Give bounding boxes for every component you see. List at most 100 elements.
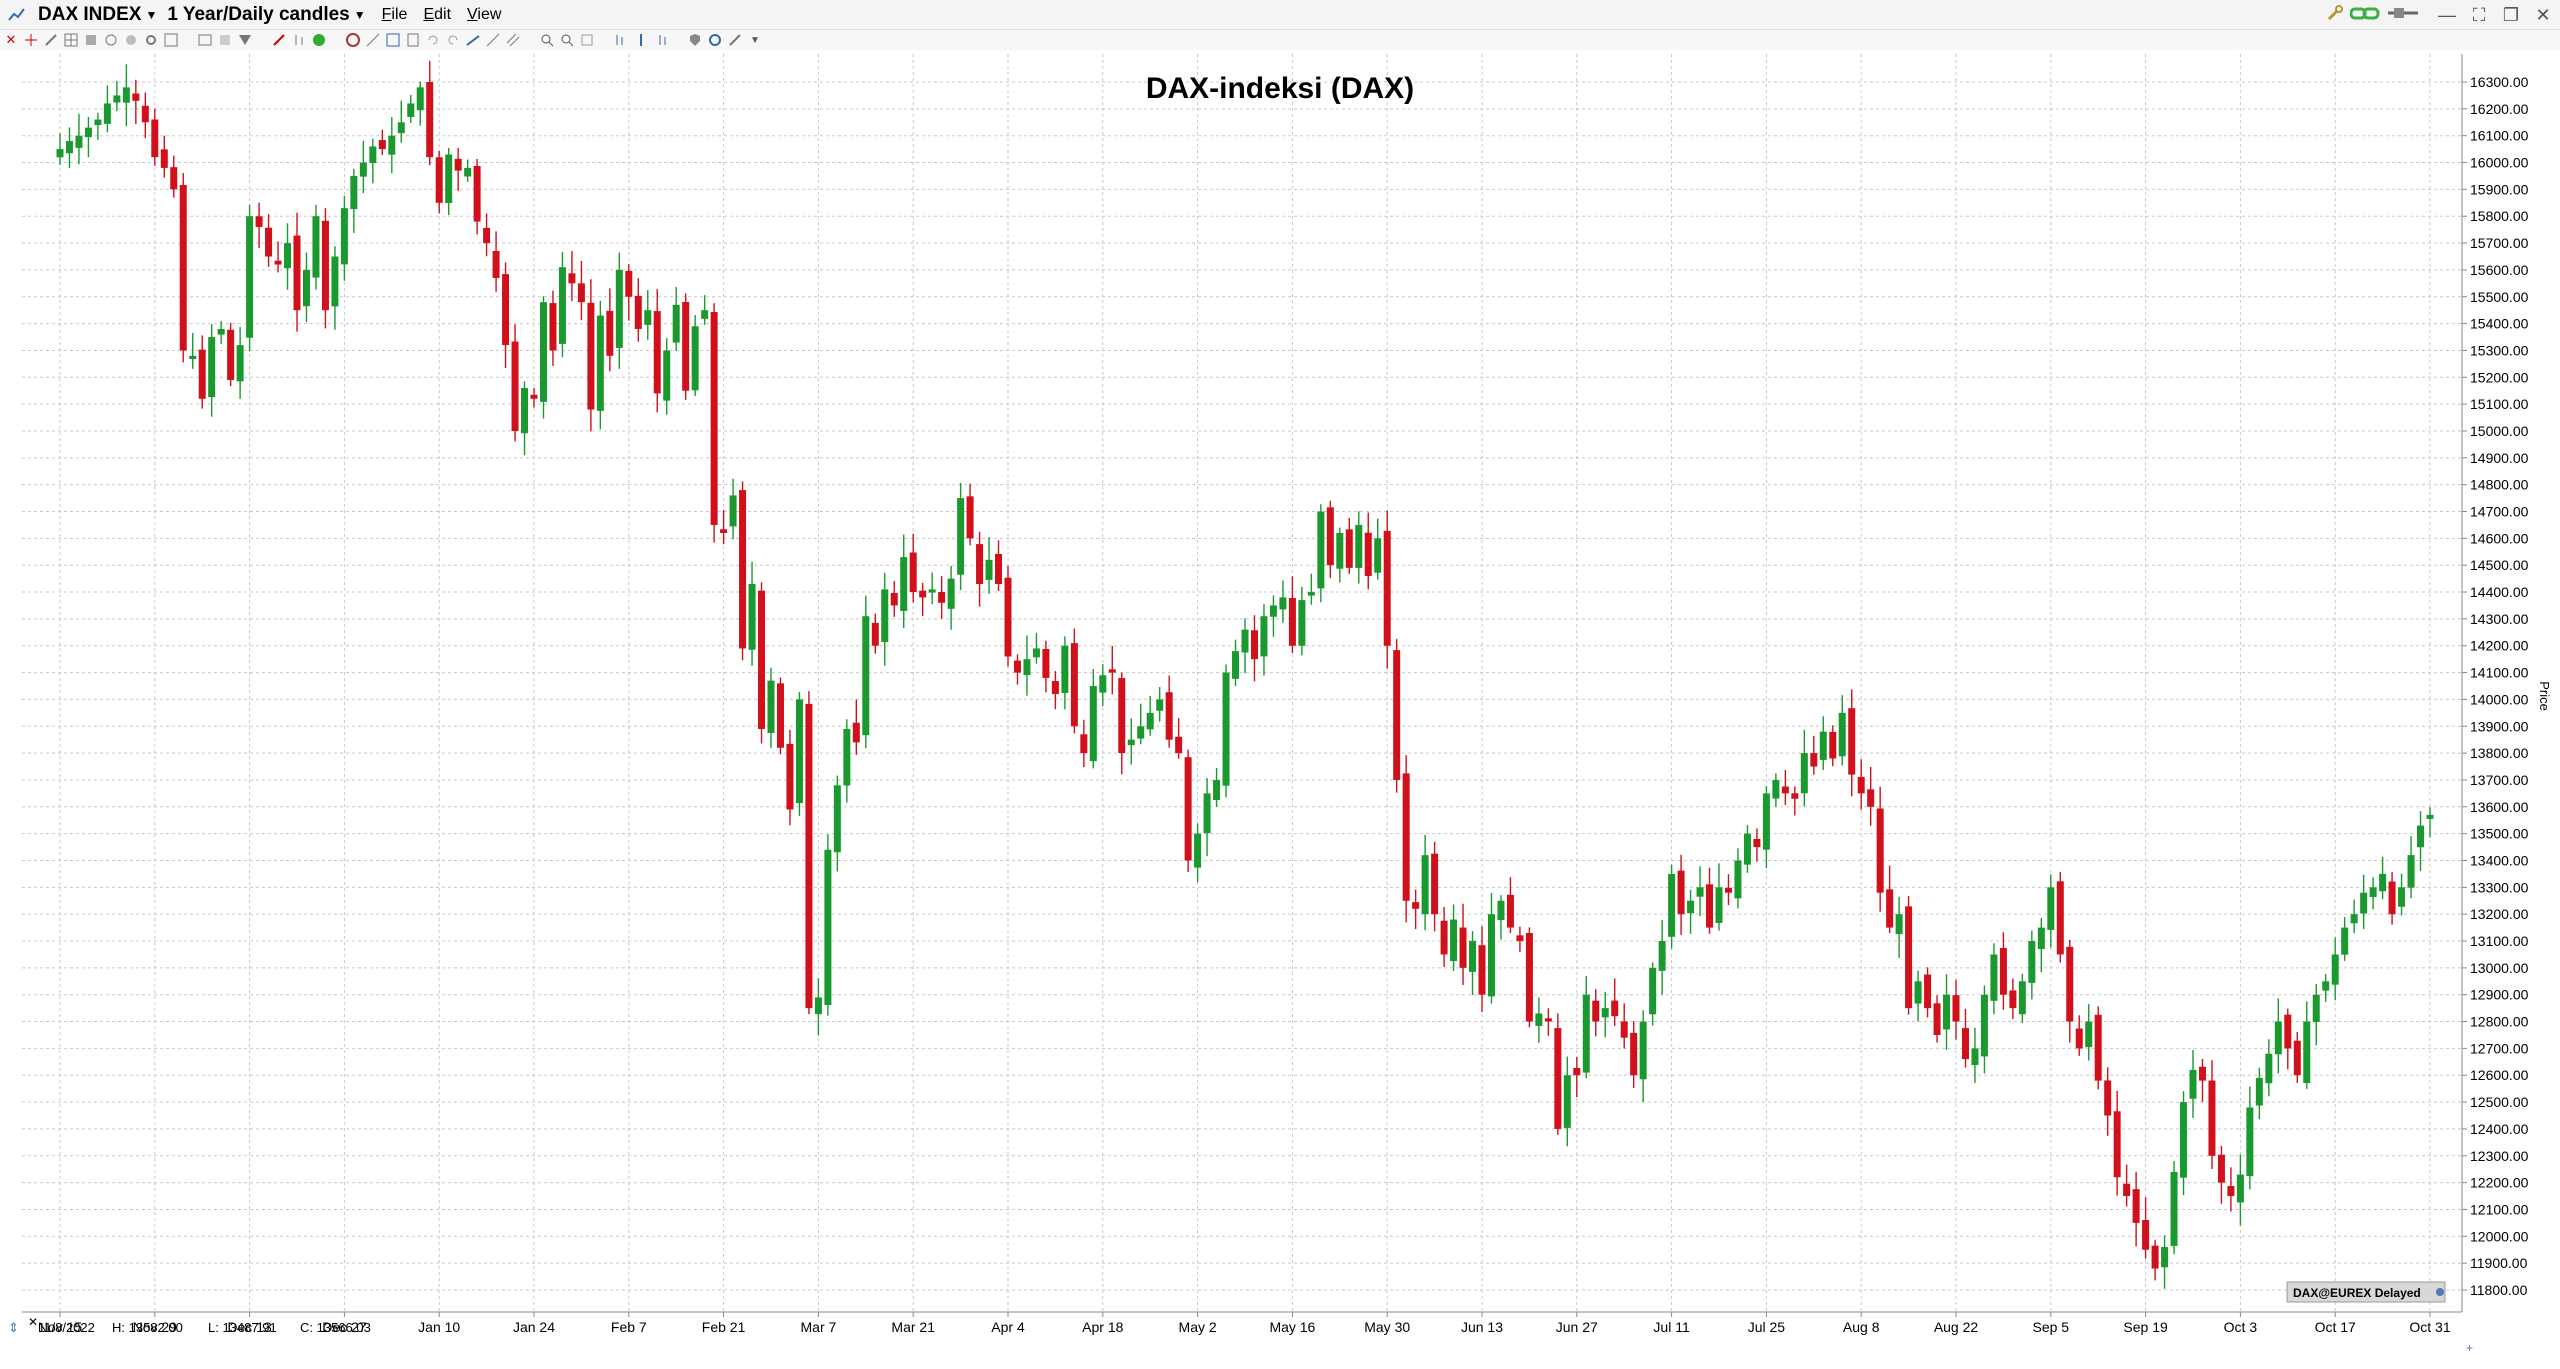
menu-file[interactable]: File [381,5,408,23]
candle-body [1013,660,1021,673]
candle-body [2322,981,2330,991]
y-tick-label: 15200.00 [2470,369,2529,385]
eye-icon[interactable] [104,33,118,47]
candle-body [748,583,756,650]
trendline-icon[interactable] [466,33,480,47]
image-icon[interactable] [198,33,212,47]
candle-body [1800,753,1808,794]
y-tick-label: 12900.00 [2470,987,2529,1003]
candle-body [1630,1032,1638,1076]
candle-body [388,135,396,155]
candle-body [1819,731,1827,760]
layers-icon[interactable] [84,33,98,47]
target-icon[interactable] [346,33,360,47]
channel-icon[interactable] [506,33,520,47]
grid-small-icon[interactable] [164,33,178,47]
add-icon[interactable] [312,33,326,47]
close-icon[interactable]: ✕ [2535,4,2551,25]
candle-body [2426,814,2434,819]
undo-icon[interactable] [426,33,440,47]
candle-body [369,146,377,164]
candle-body [2170,1171,2178,1246]
period-dropdown[interactable]: 1 Year/Daily candles ▼ [167,4,365,26]
menu-view[interactable]: View [467,5,502,23]
candle-body [1516,935,1524,942]
candle-body [1118,677,1126,754]
shield-icon[interactable] [688,33,702,47]
candle-body [1487,914,1495,997]
candle-body [1857,776,1865,794]
grid-icon[interactable] [64,33,78,47]
ray-icon[interactable] [486,33,500,47]
candle-body [1146,712,1154,730]
chart-area[interactable]: 11800.00 11900.00 12000.00 12100.00 12200.00… [0,50,2560,1369]
link-icon[interactable] [2349,4,2380,27]
redo-icon[interactable] [446,33,460,47]
y-tick-label: 15300.00 [2470,342,2529,358]
candle-body [1611,1000,1619,1017]
info-icon[interactable] [2436,1288,2444,1296]
more-icon[interactable]: ▼ [750,34,760,46]
wrench-icon[interactable] [2326,4,2344,27]
pin-icon[interactable] [2386,4,2420,27]
candle-body [1080,734,1088,754]
filter-icon[interactable] [238,33,252,47]
candle-body [2028,941,2036,983]
candle-body [236,345,244,382]
pencil-icon[interactable] [44,33,58,47]
bars-icon[interactable] [292,33,306,47]
circle-icon[interactable] [124,33,138,47]
expand-icon[interactable]: ⇕ [8,1320,19,1335]
candle-body [596,315,604,411]
restore-icon[interactable]: ❐ [2502,4,2520,25]
candle-body [1677,870,1685,915]
calc-icon[interactable] [406,33,420,47]
close-chart-icon[interactable]: ✕ [5,32,17,47]
candle-body [1848,708,1856,775]
y-tick-label: 14700.00 [2470,504,2529,520]
candle-body [2217,1154,2225,1183]
candle-body [1838,712,1846,757]
y-tick-label: 14100.00 [2470,665,2529,681]
close-readout-icon[interactable]: ✕ [28,1315,38,1329]
candle-body [2255,1077,2263,1106]
square-icon[interactable] [218,33,232,47]
settings-icon[interactable] [144,33,158,47]
refresh-icon[interactable] [708,33,722,47]
scroll-left-icon[interactable] [614,33,628,47]
status-icons [2326,4,2420,27]
y-tick-label: 13100.00 [2470,933,2529,949]
minimize-icon[interactable]: — [2438,4,2456,25]
crosshair-icon[interactable] [24,33,38,47]
candle-body [2142,1220,2150,1250]
candle-body [2018,981,2026,1015]
candle-body [56,149,64,158]
y-tick-label: 13400.00 [2470,852,2529,868]
scroll-right-icon[interactable] [654,33,668,47]
symbol-dropdown[interactable]: DAX INDEX ▼ [38,4,157,26]
candle-body [1364,532,1372,576]
draw-line-icon[interactable] [272,33,286,47]
zoom-fit-icon[interactable] [580,33,594,47]
x-tick-label: Nov 15 [38,1319,83,1335]
price-chart[interactable]: 11800.00 11900.00 12000.00 12100.00 12200.00… [0,50,2560,1369]
zoom-in-icon[interactable] [540,33,554,47]
candle-body [141,105,149,123]
tools-icon[interactable] [728,33,742,47]
candle-body [1298,600,1306,646]
x-tick-label: Dec 27 [322,1319,367,1335]
candle-body [701,310,709,319]
candle-body [1023,659,1031,676]
measure-icon[interactable] [366,33,380,47]
candle-body [2227,1185,2235,1197]
maximize-icon[interactable]: ⛶ [2472,4,2486,25]
candle-body [359,162,367,177]
candle-body [1990,954,1998,1001]
table-icon[interactable] [386,33,400,47]
y-tick-label: 15800.00 [2470,208,2529,224]
menu-edit[interactable]: Edit [423,5,452,23]
scroll-icon[interactable] [634,33,648,47]
candle-body [1781,786,1789,794]
zoom-out-icon[interactable] [560,33,574,47]
resize-icon[interactable]: + [2466,1341,2473,1355]
